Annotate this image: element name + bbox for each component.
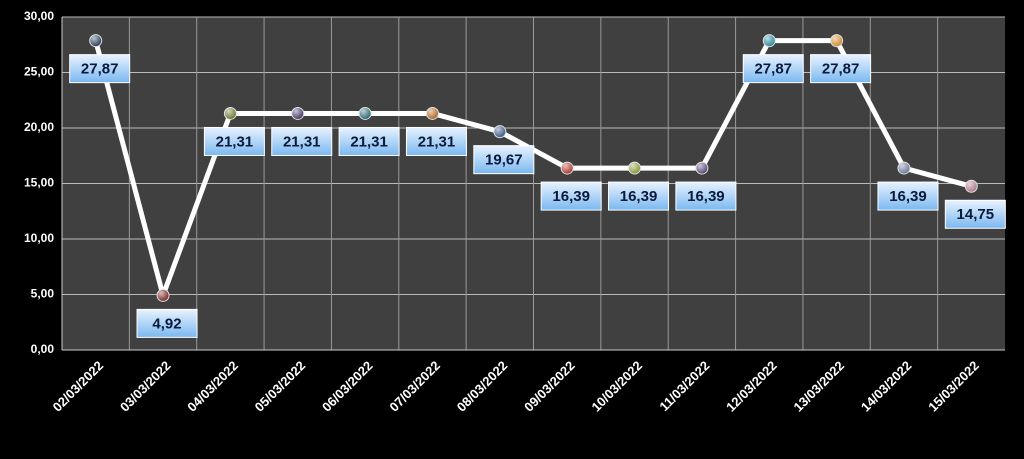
value-label: 27,87 (822, 61, 860, 78)
y-tick-label: 15,00 (24, 176, 54, 190)
value-label: 19,67 (485, 152, 523, 169)
marker-shine (359, 107, 372, 120)
marker-shine (157, 289, 170, 302)
value-label: 21,31 (283, 133, 321, 150)
value-label-box (405, 126, 467, 156)
value-label-box (742, 54, 804, 84)
value-label: 27,87 (754, 61, 792, 78)
marker-shine (628, 162, 641, 175)
value-label: 27,87 (81, 61, 119, 78)
value-label-box (877, 181, 939, 211)
y-tick-label: 5,00 (31, 287, 55, 301)
value-label: 4,92 (152, 315, 181, 332)
value-label: 16,39 (687, 188, 725, 205)
value-label-box (203, 126, 265, 156)
value-label-box (473, 145, 535, 175)
value-label: 21,31 (350, 133, 388, 150)
value-label-box (540, 181, 602, 211)
value-label: 16,39 (889, 188, 927, 205)
marker-shine (493, 125, 506, 138)
value-label: 14,75 (957, 206, 995, 223)
value-label: 16,39 (552, 188, 590, 205)
marker-shine (830, 34, 843, 47)
value-label: 21,31 (216, 133, 254, 150)
value-label-box (271, 126, 333, 156)
value-label-box (338, 126, 400, 156)
value-label: 16,39 (620, 188, 658, 205)
value-label-box (136, 308, 198, 338)
marker-shine (561, 162, 574, 175)
marker-shine (763, 34, 776, 47)
value-label: 21,31 (418, 133, 456, 150)
value-label-box (810, 54, 872, 84)
marker-shine (291, 107, 304, 120)
marker-shine (965, 180, 978, 193)
marker-shine (89, 34, 102, 47)
value-label-box (608, 181, 670, 211)
value-label-box (675, 181, 737, 211)
value-label-box (69, 54, 131, 84)
marker-shine (426, 107, 439, 120)
marker-shine (897, 162, 910, 175)
y-tick-label: 10,00 (24, 231, 54, 245)
y-tick-label: 25,00 (24, 65, 54, 79)
y-tick-label: 30,00 (24, 9, 54, 23)
marker-shine (224, 107, 237, 120)
y-tick-label: 0,00 (31, 342, 55, 356)
value-label-box (944, 199, 1006, 229)
marker-shine (695, 162, 708, 175)
y-tick-label: 20,00 (24, 120, 54, 134)
